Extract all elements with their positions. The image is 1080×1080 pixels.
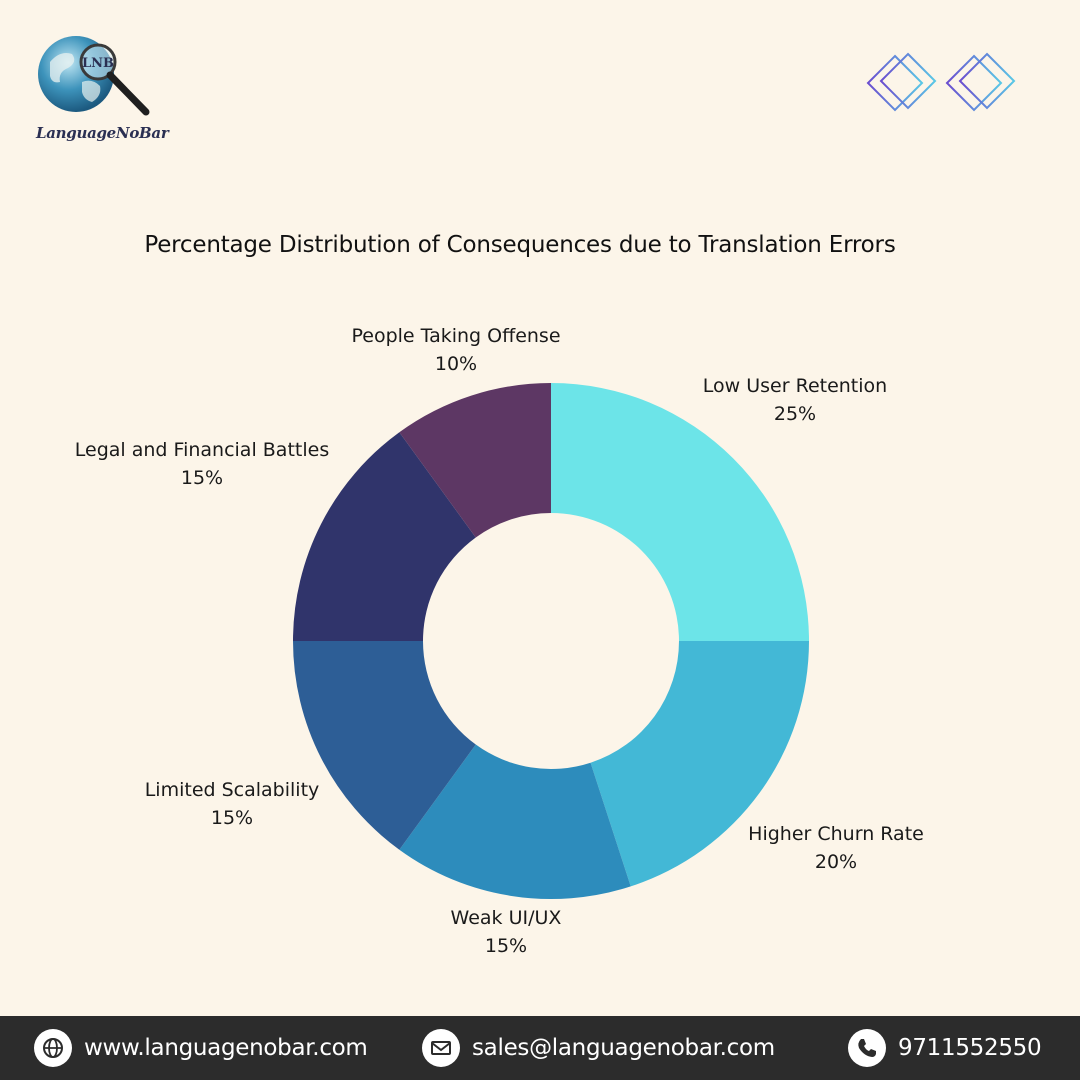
slice-label-value: 15% xyxy=(210,807,254,829)
website-link[interactable]: www.languagenobar.com xyxy=(34,1016,368,1080)
slice-label-name: People Taking Offense xyxy=(351,325,561,347)
slice-label: Weak UI/UX 15% xyxy=(451,904,562,960)
slice-label: Low User Retention 25% xyxy=(703,372,887,428)
website-text: www.languagenobar.com xyxy=(84,1035,368,1061)
brand-logo: LNB LanguageNoBar xyxy=(30,32,180,152)
decorative-diamonds-icon xyxy=(866,52,1016,112)
slice-label-value: 15% xyxy=(180,467,224,489)
slice-label-value: 15% xyxy=(484,935,528,957)
slice-label-name: Limited Scalability xyxy=(144,779,320,801)
donut-slice-limited-scalability xyxy=(293,641,476,850)
slice-label-name: Low User Retention xyxy=(702,375,888,397)
brand-name: LanguageNoBar xyxy=(36,124,169,142)
donut-slice-higher-churn-rate xyxy=(590,641,809,887)
email-text: sales@languagenobar.com xyxy=(472,1035,775,1061)
logo-badge-text: LNB xyxy=(82,56,114,71)
phone-icon xyxy=(848,1029,886,1067)
phone-text: 9711552550 xyxy=(898,1035,1042,1061)
slice-label: Limited Scalability 15% xyxy=(145,776,320,832)
slice-label-value: 10% xyxy=(434,353,478,375)
slice-label-name: Weak UI/UX xyxy=(450,907,562,929)
slice-label: People Taking Offense 10% xyxy=(351,322,560,378)
donut-slice-legal-and-financial-battles xyxy=(293,432,476,641)
globe-icon xyxy=(34,1029,72,1067)
slice-label-value: 25% xyxy=(773,403,817,425)
donut-slice-weak-ui-ux xyxy=(399,744,631,899)
phone-link[interactable]: 9711552550 xyxy=(848,1016,1042,1080)
email-link[interactable]: sales@languagenobar.com xyxy=(422,1016,775,1080)
slice-label: Higher Churn Rate 20% xyxy=(748,820,924,876)
slice-label: Legal and Financial Battles 15% xyxy=(75,436,329,492)
chart-title: Percentage Distribution of Consequences … xyxy=(144,232,896,258)
globe-magnifier-icon: LNB xyxy=(38,36,150,116)
slice-label-name: Legal and Financial Battles xyxy=(74,439,330,461)
donut-slice-low-user-retention xyxy=(551,383,809,641)
mail-icon xyxy=(422,1029,460,1067)
donut-slice-people-taking-offense xyxy=(399,383,551,538)
slice-label-value: 20% xyxy=(814,851,858,873)
contact-footer: www.languagenobar.com sales@languagenoba… xyxy=(0,1016,1080,1080)
slice-label-name: Higher Churn Rate xyxy=(748,823,924,845)
